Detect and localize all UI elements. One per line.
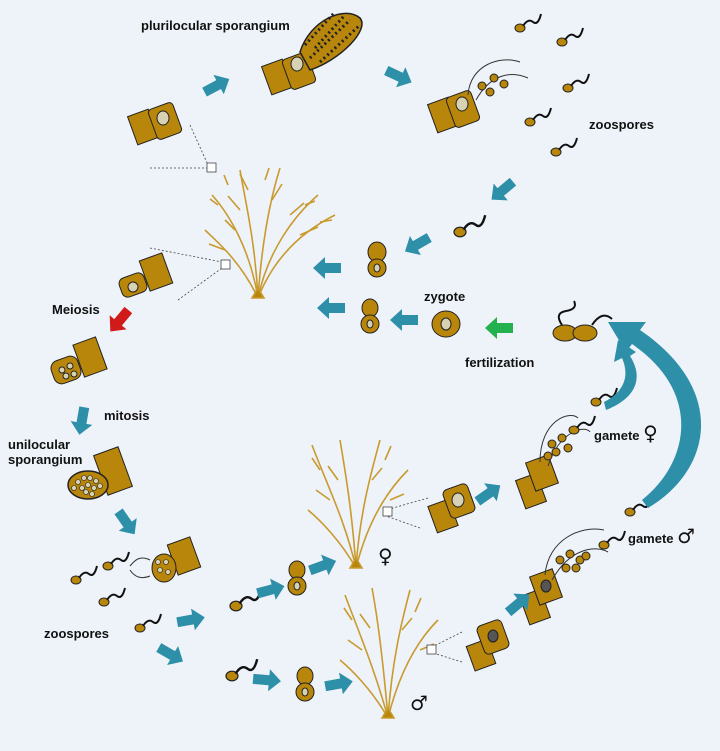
- arrow-to-sporophyte-1: [313, 257, 341, 279]
- meiotic-sporangium: [50, 336, 108, 385]
- male-gametangium-cells: [465, 619, 510, 672]
- unilocular-sporangium: [67, 446, 134, 500]
- cells-top-left: [126, 102, 183, 146]
- arrow-to-germling: [399, 227, 435, 262]
- arrow-to-release: [381, 60, 417, 93]
- zygote-label: zygote: [424, 289, 466, 304]
- zygote-cell: [431, 310, 461, 338]
- gamete-return-arrows: [604, 322, 702, 508]
- male-gamete-return-arrow: [608, 322, 702, 508]
- arrow-to-zoo-2: [153, 637, 189, 672]
- gamete-male-text: gamete: [628, 531, 674, 546]
- male-gametophyte-plant: [339, 587, 439, 719]
- zoospores-label-bottom: zoospores: [44, 626, 110, 641]
- arrow-to-release-uni: [109, 505, 144, 541]
- unilocular-line-2: sporangium: [8, 451, 83, 467]
- arrow-to-zoo-1: [175, 606, 207, 634]
- arrow-female-gametangium: [471, 476, 507, 511]
- cycle-arrows: [68, 60, 537, 698]
- sporophyte-plant: [204, 167, 336, 299]
- plurilocular-sporangium: [260, 10, 363, 96]
- zoospores-label-top: zoospores: [589, 117, 655, 132]
- unilocular-line-1: unilocular: [8, 437, 71, 452]
- arrow-germ-m1: [252, 667, 282, 693]
- female-plurilocular-gametangium: [514, 387, 618, 510]
- female-plant-symbol: ♀: [378, 544, 393, 568]
- gamete-male-label: gamete ♂: [628, 525, 695, 548]
- fusing-gametes: [552, 300, 613, 342]
- releasing-unilocular: [129, 536, 202, 583]
- female-gamete-return-arrow: [604, 340, 637, 410]
- arrow-to-plurilocular: [199, 69, 235, 102]
- female-gametophyte-plant: [307, 439, 409, 569]
- zoom-indicators: [149, 124, 463, 663]
- arrow-down-right: [484, 173, 521, 209]
- unilocular-sporangium-label: unilocular sporangium: [8, 437, 83, 468]
- germlings-top: [360, 241, 387, 334]
- gamete-female-label: gamete ♀: [594, 422, 658, 445]
- arrow-mitosis: [68, 405, 96, 437]
- arrow-from-zygote: [390, 309, 418, 331]
- gamete-female-text: gamete: [594, 428, 640, 443]
- female-symbol: ♀: [643, 421, 658, 445]
- fertilization-label: fertilization: [465, 355, 535, 370]
- cells-meiosis: [118, 252, 174, 298]
- arrow-germ-f1: [254, 575, 288, 604]
- arrow-germ-f2: [306, 550, 340, 581]
- arrow-germ-m2: [323, 670, 355, 698]
- male-plant-symbol: ♂: [410, 691, 428, 715]
- male-symbol: ♂: [677, 524, 696, 548]
- fertilization-arrow: [485, 317, 513, 339]
- female-gametangium-cells: [427, 483, 476, 534]
- zoospores-released-top: [452, 13, 590, 239]
- mitosis-label: mitosis: [104, 408, 150, 423]
- releasing-sporangium-top: [426, 59, 529, 134]
- plurilocular-sporangium-label: plurilocular sporangium: [141, 18, 290, 33]
- meiosis-arrow: [101, 302, 137, 339]
- arrow-to-sporophyte-2: [317, 297, 345, 319]
- germlings-bottom: [287, 560, 315, 702]
- meiosis-label: Meiosis: [52, 302, 100, 317]
- male-plurilocular-gametangium: [518, 497, 652, 626]
